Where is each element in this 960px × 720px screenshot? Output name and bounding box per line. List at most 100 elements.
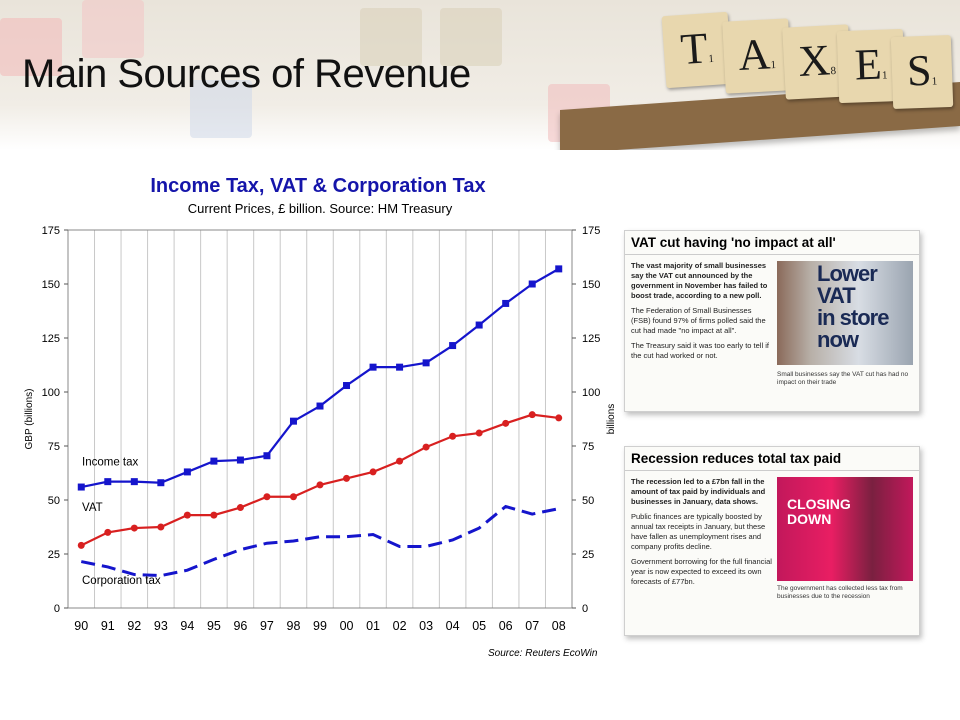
y-tick-label: 25: [48, 549, 60, 561]
y-tick-label: 100: [42, 387, 60, 399]
x-tick-label: 98: [287, 619, 301, 633]
clipping-paragraph: Government borrowing for the full financ…: [631, 557, 772, 586]
photo-sign-line: Lower: [817, 261, 878, 286]
photo-sign-line: CLOSING: [787, 496, 851, 512]
x-tick-label: 08: [552, 619, 566, 633]
y-tick-label: 50: [48, 495, 60, 507]
y-tick-label-right: 125: [582, 333, 600, 345]
data-point-square: [449, 342, 457, 350]
data-point-square: [157, 479, 165, 487]
y-tick-label: 150: [42, 279, 60, 291]
clipping-headline: VAT cut having 'no impact at all': [625, 231, 919, 255]
clipping-paragraph: The Treasury said it was too early to te…: [631, 341, 769, 360]
clipping-paragraph: The vast majority of small businesses sa…: [631, 261, 768, 300]
series-label: Income tax: [82, 456, 138, 468]
plot-frame: [67, 229, 573, 609]
board-square: [82, 0, 144, 58]
grid-lines: [94, 230, 546, 608]
data-point-square: [555, 265, 563, 273]
series-label: VAT: [82, 502, 103, 514]
photo-sign-line: in store: [817, 305, 889, 330]
x-tick-label: 97: [260, 619, 274, 633]
x-tick-label: 92: [127, 619, 141, 633]
closing-down-photo: CLOSING DOWN: [777, 477, 913, 581]
data-point-circle: [422, 443, 430, 451]
y-tick-label-right: 50: [582, 495, 594, 507]
data-point-circle: [396, 457, 404, 465]
x-tick-label: 93: [154, 619, 168, 633]
y-tick-label-right: 25: [582, 549, 594, 561]
data-point-square: [183, 468, 191, 476]
data-point-circle: [316, 481, 324, 489]
page-title: Main Sources of Revenue: [22, 52, 471, 96]
board-square: [190, 80, 252, 138]
data-point-square: [422, 359, 430, 367]
data-point-circle: [555, 414, 563, 422]
data-point-square: [236, 456, 244, 464]
data-point-circle: [289, 493, 297, 501]
data-point-square: [475, 321, 483, 329]
y-tick-label-right: 175: [582, 225, 600, 237]
data-point-square: [130, 478, 138, 486]
header-banner: T1 A1 X8 E1 S1: [0, 0, 960, 150]
clipping-paragraph: The Federation of Small Businesses (FSB)…: [631, 306, 766, 335]
data-point-circle: [157, 523, 165, 531]
x-tick-label: 96: [233, 619, 247, 633]
x-tick-label: 02: [393, 619, 407, 633]
data-point-square: [396, 363, 404, 371]
x-tick-label: 94: [180, 619, 194, 633]
x-tick-label: 01: [366, 619, 380, 633]
x-tick-label: 06: [499, 619, 513, 633]
data-point-circle: [77, 541, 85, 549]
photo-caption: The government has collected less tax fr…: [777, 585, 903, 600]
clipping-headline: Recession reduces total tax paid: [625, 447, 919, 471]
series-lines: [77, 265, 563, 578]
clipping-paragraph: The recession led to a £7bn fall in the …: [631, 477, 766, 506]
data-point-circle: [183, 511, 191, 519]
series-line-corporation-tax: [80, 504, 560, 578]
y-tick-label-right: 100: [582, 387, 600, 399]
series-line-vat: [80, 413, 559, 547]
y-axis-title: GBP (billions): [24, 389, 35, 450]
data-point-square: [316, 402, 324, 410]
photo-sign-line: VAT: [817, 283, 856, 308]
data-point-square: [343, 382, 351, 390]
board-square: [440, 8, 502, 66]
y-tick-label-right: 75: [582, 441, 594, 453]
series-line-income-tax: [81, 267, 560, 489]
data-point-circle: [449, 432, 457, 440]
clipping-body: The vast majority of small businesses sa…: [631, 261, 773, 366]
photo-sign-line: DOWN: [787, 511, 832, 527]
data-point-square: [210, 457, 218, 465]
y-tick-label: 75: [48, 441, 60, 453]
data-point-circle: [343, 474, 351, 482]
clipping-body: The recession led to a £7bn fall in the …: [631, 477, 773, 592]
series-labels: Income tax VAT Corporation tax: [82, 456, 161, 587]
vat-photo: Lower VAT in store now: [777, 261, 913, 365]
y-tick-label: 0: [54, 603, 60, 615]
data-point-circle: [104, 528, 112, 536]
y-tick-label-right: 150: [582, 279, 600, 291]
data-point-circle: [130, 524, 138, 532]
data-point-circle: [528, 411, 536, 419]
data-point-circle: [263, 493, 271, 501]
revenue-line-chart: Income Tax, VAT & Corporation Tax Curren…: [24, 175, 617, 633]
data-point-circle: [236, 504, 244, 512]
news-clipping-vat: VAT cut having 'no impact at all' The va…: [624, 230, 920, 412]
x-tick-label: 99: [313, 619, 327, 633]
data-point-square: [77, 483, 85, 491]
news-clipping-recession: Recession reduces total tax paid The rec…: [624, 446, 920, 636]
x-tick-label: 90: [74, 619, 88, 633]
data-point-circle: [475, 429, 483, 437]
data-point-square: [263, 452, 271, 460]
chart-title: Income Tax, VAT & Corporation Tax: [150, 175, 485, 197]
data-point-circle: [210, 511, 218, 519]
x-tick-label: 05: [472, 619, 486, 633]
x-tick-label: 91: [101, 619, 115, 633]
y-tick-label-right: 0: [582, 603, 588, 615]
series-label: Corporation tax: [82, 575, 161, 587]
photo-caption: Small businesses say the VAT cut has had…: [777, 371, 909, 386]
x-tick-label: 00: [340, 619, 354, 633]
x-tick-label: 07: [525, 619, 539, 633]
